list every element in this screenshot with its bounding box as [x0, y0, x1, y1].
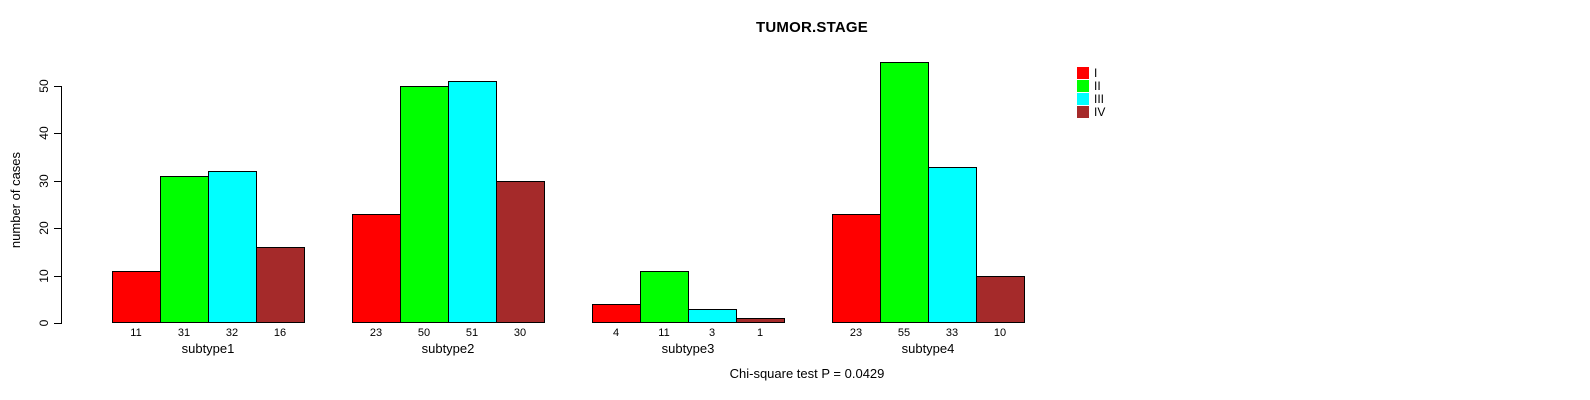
chi-square-annotation: Chi-square test P = 0.0429	[729, 366, 885, 381]
bar-value-label: 31	[177, 327, 191, 339]
bar-III-subtype2	[448, 81, 497, 323]
legend-label: IV	[1094, 105, 1106, 119]
bar-value-label: 10	[993, 327, 1007, 339]
bar-IV-subtype3	[736, 318, 785, 323]
bar-value-label: 50	[417, 327, 431, 339]
bar-value-label: 16	[273, 327, 287, 339]
legend-label: III	[1094, 92, 1105, 106]
legend-item-II: II	[1077, 80, 1105, 92]
bar-value-label: 23	[369, 327, 383, 339]
y-tick-label: 50	[37, 79, 51, 93]
legend-swatch-I	[1077, 67, 1089, 79]
bar-I-subtype2	[352, 214, 401, 323]
y-tick	[54, 276, 61, 277]
bar-II-subtype1	[160, 176, 209, 323]
y-tick-label: 0	[37, 319, 51, 327]
y-axis-line	[61, 86, 62, 324]
y-tick-label: 20	[37, 221, 51, 235]
bar-II-subtype2	[400, 86, 449, 323]
bar-value-label: 51	[465, 327, 479, 339]
chart-title: TUMOR.STAGE	[756, 19, 868, 36]
bar-IV-subtype1	[256, 247, 305, 323]
bar-value-label: 23	[849, 327, 863, 339]
category-label-subtype4: subtype4	[901, 341, 955, 356]
bar-III-subtype4	[928, 167, 977, 323]
bar-I-subtype3	[592, 304, 641, 323]
y-tick	[54, 323, 61, 324]
bar-value-label: 30	[513, 327, 527, 339]
legend-swatch-II	[1077, 80, 1089, 92]
legend-item-III: III	[1077, 93, 1105, 105]
y-axis-label: number of cases	[8, 151, 23, 249]
bar-III-subtype3	[688, 309, 737, 323]
bar-value-label: 55	[897, 327, 911, 339]
y-tick-label: 40	[37, 126, 51, 140]
bar-I-subtype1	[112, 271, 161, 323]
y-tick-label: 30	[37, 174, 51, 188]
bar-IV-subtype4	[976, 276, 1025, 323]
bar-III-subtype1	[208, 171, 257, 323]
legend-label: I	[1094, 66, 1098, 80]
bar-value-label: 1	[756, 327, 764, 339]
y-tick-label: 10	[37, 269, 51, 283]
legend-swatch-III	[1077, 93, 1089, 105]
bar-value-label: 11	[658, 327, 670, 339]
bar-value-label: 3	[708, 327, 716, 339]
bar-value-label: 4	[612, 327, 620, 339]
y-tick	[54, 181, 61, 182]
bar-IV-subtype2	[496, 181, 545, 323]
category-label-subtype1: subtype1	[181, 341, 235, 356]
category-label-subtype3: subtype3	[661, 341, 715, 356]
legend-item-IV: IV	[1077, 106, 1105, 118]
y-tick	[54, 133, 61, 134]
category-label-subtype2: subtype2	[421, 341, 475, 356]
bar-I-subtype4	[832, 214, 881, 323]
legend-item-I: I	[1077, 67, 1105, 79]
bar-value-label: 32	[225, 327, 239, 339]
bar-II-subtype4	[880, 62, 929, 323]
y-tick	[54, 86, 61, 87]
bar-value-label: 11	[130, 327, 142, 339]
legend: I II III IV	[1077, 67, 1105, 119]
legend-swatch-IV	[1077, 106, 1089, 118]
y-tick	[54, 228, 61, 229]
bar-II-subtype3	[640, 271, 689, 323]
legend-label: II	[1094, 79, 1101, 93]
bar-value-label: 33	[945, 327, 959, 339]
